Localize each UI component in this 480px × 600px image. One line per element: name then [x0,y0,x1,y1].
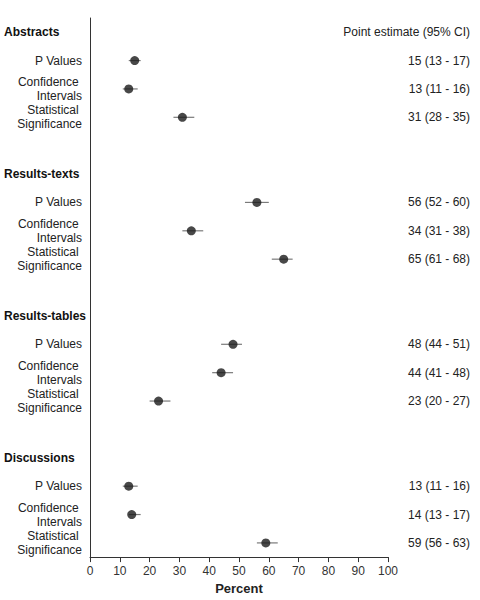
svg-text:P Values: P Values [35,195,82,209]
svg-text:Point estimate (95% CI): Point estimate (95% CI) [343,25,470,39]
svg-text:59 (56 - 63): 59 (56 - 63) [408,536,470,550]
svg-text:15 (13 - 17): 15 (13 - 17) [408,54,470,68]
svg-text:30: 30 [173,564,187,578]
svg-text:Significance: Significance [17,543,82,557]
svg-text:Intervals: Intervals [37,515,82,529]
svg-text:Results-tables: Results-tables [4,309,86,323]
svg-text:34 (31 - 38): 34 (31 - 38) [408,224,470,238]
svg-text:50: 50 [232,564,246,578]
svg-text:56 (52 - 60): 56 (52 - 60) [408,195,470,209]
svg-text:90: 90 [352,564,366,578]
svg-text:P Values: P Values [35,479,82,493]
svg-text:Intervals: Intervals [37,373,82,387]
svg-text:23 (20 - 27): 23 (20 - 27) [408,394,470,408]
svg-text:44 (41 - 48): 44 (41 - 48) [408,366,470,380]
svg-text:Statistical: Statistical [27,387,82,401]
svg-text:31 (28 - 35): 31 (28 - 35) [408,110,470,124]
svg-text:80: 80 [322,564,336,578]
svg-text:0: 0 [87,564,94,578]
svg-text:P Values: P Values [35,54,82,68]
svg-text:Results-texts: Results-texts [4,167,80,181]
svg-text:Significance: Significance [17,401,82,415]
svg-text:20: 20 [143,564,157,578]
svg-text:Percent: Percent [215,581,263,596]
svg-text:Intervals: Intervals [37,89,82,103]
svg-text:14 (13 - 17): 14 (13 - 17) [408,508,470,522]
svg-text:13 (11 - 16): 13 (11 - 16) [409,82,470,96]
svg-text:Confidence: Confidence [18,75,82,89]
svg-text:13 (11 - 16): 13 (11 - 16) [409,479,470,493]
svg-text:100: 100 [378,564,398,578]
svg-text:40: 40 [203,564,217,578]
svg-text:Intervals: Intervals [37,231,82,245]
svg-text:Statistical: Statistical [27,529,82,543]
svg-text:Significance: Significance [17,259,82,273]
svg-text:P Values: P Values [35,337,82,351]
svg-text:Confidence: Confidence [18,217,82,231]
svg-text:Statistical: Statistical [27,103,82,117]
svg-text:Confidence: Confidence [18,359,82,373]
svg-text:Confidence: Confidence [18,501,82,515]
svg-text:10: 10 [113,564,127,578]
svg-text:Statistical: Statistical [27,245,82,259]
svg-text:48 (44 - 51): 48 (44 - 51) [408,337,470,351]
svg-text:60: 60 [262,564,276,578]
svg-text:Abstracts: Abstracts [4,25,60,39]
svg-text:Significance: Significance [17,117,82,131]
svg-text:Discussions: Discussions [4,451,75,465]
svg-text:65 (61 - 68): 65 (61 - 68) [408,252,470,266]
svg-text:70: 70 [292,564,306,578]
